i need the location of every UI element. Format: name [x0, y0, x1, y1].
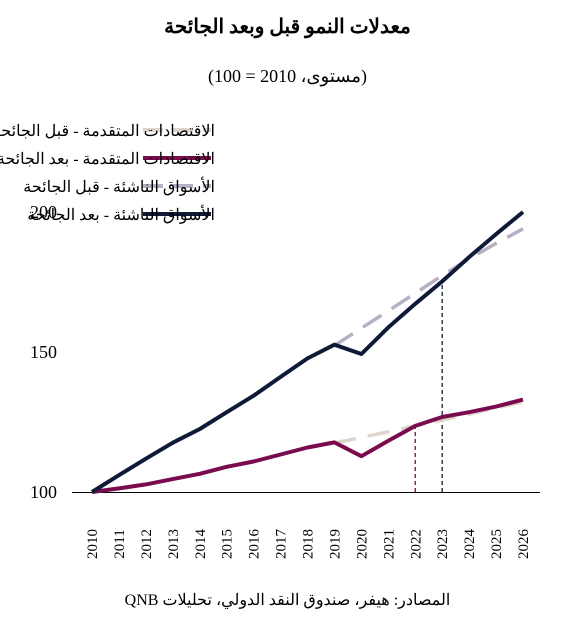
- x-tick-label: 2011: [112, 529, 128, 558]
- x-tick-label: 2022: [408, 529, 424, 559]
- x-tick-label: 2013: [166, 529, 182, 559]
- x-tick-label: 2015: [220, 529, 236, 559]
- chart-subtitle: (مستوى، 2010 = 100): [208, 66, 367, 86]
- x-tick-label: 2014: [193, 529, 209, 560]
- x-tick-label: 2024: [462, 529, 478, 560]
- x-tick-label: 2010: [85, 529, 101, 559]
- x-tick-label: 2017: [274, 529, 290, 560]
- x-tick-label: 2012: [139, 529, 155, 559]
- legend-label-1: الاقتصادات المتقدمة - قبل الجائحة: [0, 123, 215, 140]
- x-tick-label: 2023: [435, 529, 451, 559]
- series-line-2: [91, 397, 524, 494]
- x-tick-label: 2025: [489, 529, 505, 559]
- x-axis: 2010 2011 2012 2013 2014 2015 2016 2017 2018 2019…: [72, 492, 540, 560]
- legend: الاقتصادات المتقدمة - قبل الجائحة الاقتصا…: [0, 123, 215, 224]
- chart-title: معدلات النمو قبل وبعد الجائحة: [164, 16, 411, 38]
- x-tick-label: 2019: [327, 529, 343, 559]
- source-note: المصادر: هيفر، صندوق النقد الدولي، تحليل…: [124, 592, 451, 609]
- series-layer: [90, 210, 525, 494]
- x-tick-label: 2016: [247, 529, 263, 560]
- y-tick-label: 100: [30, 482, 57, 502]
- legend-label-4: الأسواق الناشئة - بعد الجائحة: [27, 205, 215, 224]
- series-line-4: [90, 210, 525, 494]
- x-tick-label: 2018: [301, 529, 317, 559]
- x-tick-label: 2026: [516, 529, 532, 560]
- y-tick-label: 200: [30, 202, 57, 222]
- x-tick-label: 2021: [381, 529, 397, 559]
- annotation-lines: [414, 281, 443, 492]
- series-line-3: [333, 227, 524, 348]
- y-axis: 100 150 200: [30, 202, 57, 502]
- legend-label-2: الاقتصادات المتقدمة - بعد الجائحة: [0, 151, 215, 168]
- y-tick-label: 150: [30, 342, 57, 362]
- legend-label-3: الأسواق الناشئة - قبل الجائحة: [23, 177, 215, 196]
- x-tick-label: 2020: [354, 529, 370, 559]
